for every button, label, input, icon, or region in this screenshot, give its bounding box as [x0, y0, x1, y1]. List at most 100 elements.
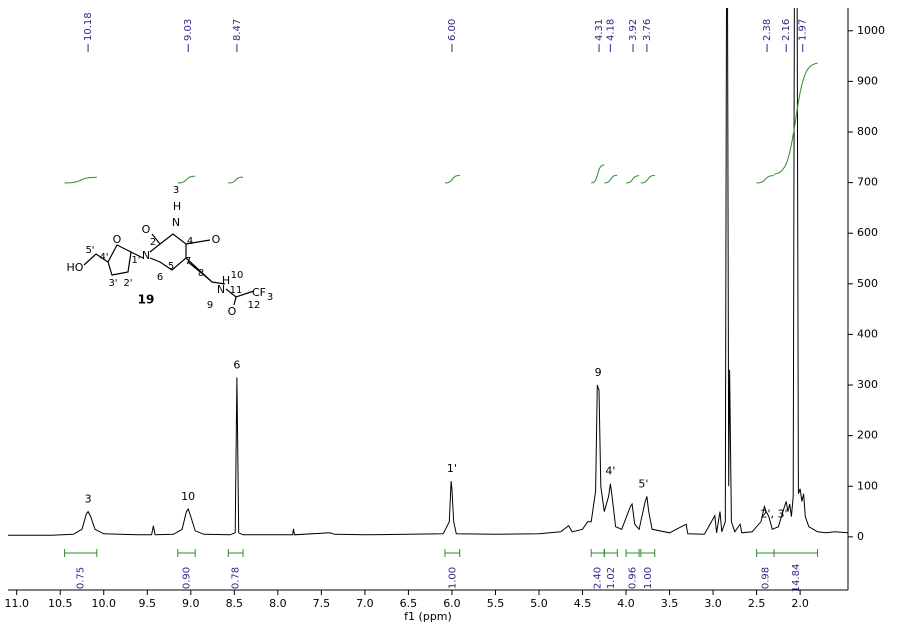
y-tick-label: 900: [857, 74, 878, 87]
y-tick-label: 200: [857, 429, 878, 442]
atom-label: 9: [207, 300, 213, 311]
integral-label: 0.96: [628, 567, 639, 589]
integral-label: 1.02: [606, 567, 617, 589]
bond: [187, 261, 211, 281]
compound-number: 19: [138, 293, 155, 307]
x-tick-label: 8.5: [226, 597, 244, 610]
y-tick-label: 1000: [857, 24, 885, 37]
atom-label: 7: [185, 256, 191, 267]
structure: [83, 233, 255, 306]
atom-label: O: [113, 233, 122, 246]
assignment-label: 10: [181, 490, 195, 503]
atom-label: 12: [248, 300, 261, 311]
bond: [83, 253, 109, 266]
integral-curve: [64, 176, 97, 184]
integral-curve: [625, 175, 640, 184]
y-tick-label: 500: [857, 277, 878, 290]
atom-label: 2': [123, 278, 132, 289]
atom-label: H: [173, 200, 181, 213]
atom-label: 5: [168, 261, 174, 272]
x-tick-label: 3.5: [661, 597, 679, 610]
x-tick-label: 8.0: [269, 597, 287, 610]
atom-label: 4': [99, 252, 108, 263]
x-tick-label: 4.5: [574, 597, 592, 610]
integral-label: 0.75: [76, 567, 87, 589]
peak-label: 2.16: [781, 19, 792, 41]
x-tick-label: 9.0: [182, 597, 200, 610]
peak-label: 3.76: [642, 19, 653, 41]
bond: [151, 233, 161, 245]
x-tick-label: 7.0: [356, 597, 374, 610]
assignment-label: 1': [447, 462, 457, 475]
atom-label: 8: [198, 268, 204, 279]
integral-label: 14.84: [791, 564, 802, 593]
peak-label: 9.03: [183, 19, 194, 41]
atom-label: 5': [85, 245, 94, 256]
bond: [130, 251, 144, 259]
x-tick-label: 9.5: [139, 597, 157, 610]
x-tick-label: 10.5: [48, 597, 73, 610]
x-tick-label: 10.0: [92, 597, 117, 610]
peak-label: 3.92: [628, 19, 639, 41]
atom-label: 6: [157, 272, 163, 283]
x-tick-label: 6.5: [400, 597, 418, 610]
integral-label: 0.78: [231, 567, 242, 589]
bond: [233, 296, 237, 306]
x-axis-label: f1 (ppm): [404, 610, 452, 623]
integral-label: 1.00: [643, 567, 654, 589]
assignment-label: 3: [85, 493, 92, 506]
x-tick-label: 5.0: [530, 597, 548, 610]
integral-curve: [604, 174, 618, 184]
peak-label: 4.31: [594, 19, 605, 41]
atom-label: 3: [267, 292, 273, 303]
y-tick-label: 0: [857, 530, 864, 543]
y-tick-label: 700: [857, 176, 878, 189]
atom-label: 1': [131, 255, 140, 266]
y-tick-label: 100: [857, 479, 878, 492]
atom-label: O: [212, 233, 221, 246]
spectrum-line: [8, 8, 848, 536]
y-tick-label: 800: [857, 125, 878, 138]
integral-curve: [773, 62, 818, 175]
atom-label: 4: [187, 236, 193, 247]
atom-label: HO: [67, 261, 84, 274]
integral-curve: [445, 175, 460, 184]
assignment-label: 4': [605, 465, 615, 478]
peak-label: 1.97: [798, 19, 809, 41]
integral-curve: [228, 176, 243, 184]
integral-label: 1.00: [447, 567, 458, 589]
y-tick-label: 400: [857, 327, 878, 340]
x-tick-label: 7.5: [313, 597, 331, 610]
peak-label: 2.38: [762, 19, 773, 41]
peak-label: 6.00: [447, 19, 458, 41]
integral-curve: [591, 164, 605, 184]
atom-label: N: [172, 216, 180, 229]
atom-label: 3': [108, 278, 117, 289]
bond: [185, 257, 226, 285]
assignment-label: 5': [638, 477, 648, 490]
integral-label: 0.90: [181, 567, 192, 589]
integral-label: 2.40: [593, 567, 604, 589]
peak-label: 8.47: [232, 19, 243, 41]
atom-label: 11: [230, 285, 243, 296]
x-tick-label: 11.0: [4, 597, 29, 610]
x-tick-label: 4.0: [617, 597, 635, 610]
peak-label: 10.18: [83, 12, 94, 41]
peak-label: 4.18: [605, 19, 616, 41]
assignment-label: 9: [595, 366, 602, 379]
integral-label: 0.98: [760, 567, 771, 589]
integral-curve: [756, 175, 774, 184]
x-tick-label: 2.5: [748, 597, 766, 610]
bond: [149, 233, 187, 271]
atom-label: 2: [150, 237, 156, 248]
assignment-label: 6: [233, 358, 240, 371]
x-tick-label: 3.0: [704, 597, 722, 610]
x-tick-label: 6.0: [443, 597, 461, 610]
integral-curve: [640, 175, 655, 184]
atom-label: CF: [252, 286, 266, 299]
integral-curve: [177, 175, 196, 184]
y-tick-label: 300: [857, 378, 878, 391]
atom-label: 10: [231, 270, 244, 281]
atom-label: O: [228, 305, 237, 318]
